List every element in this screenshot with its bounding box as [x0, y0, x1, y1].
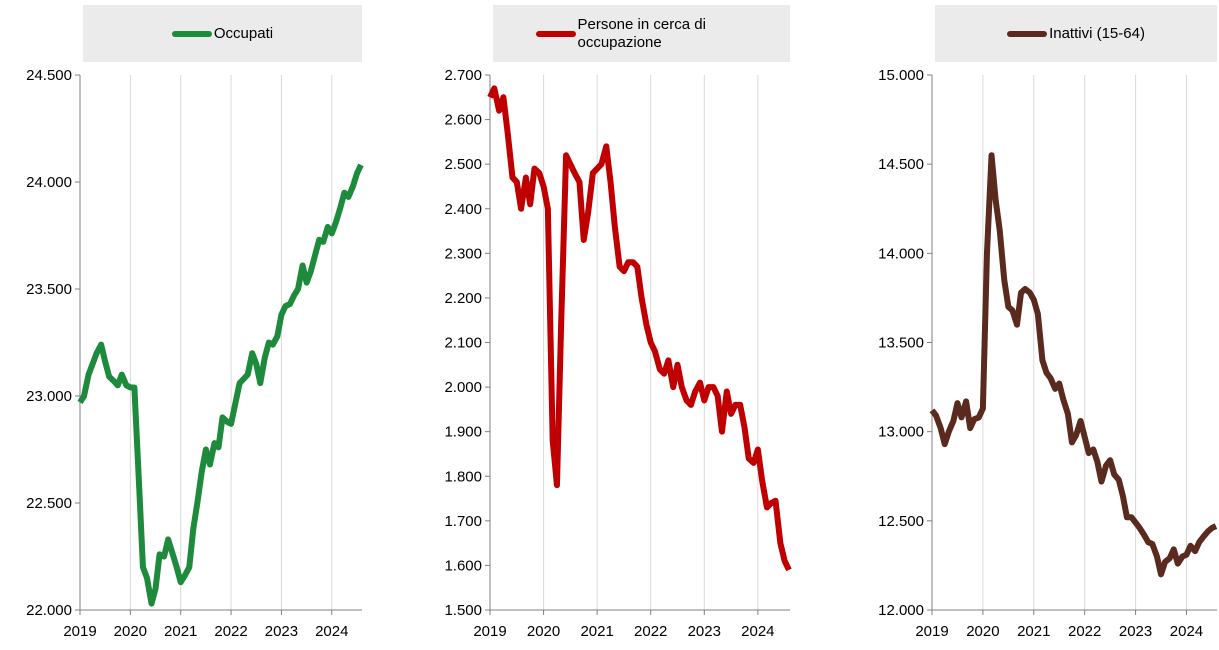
- y-tick-label: 2.100: [444, 335, 482, 352]
- legend-swatch: [535, 30, 576, 37]
- y-tick-label: 2.200: [444, 290, 482, 307]
- x-tick-label: 2021: [580, 623, 613, 640]
- y-tick-label: 14.500: [878, 156, 924, 173]
- legend: Inattivi (15-64): [935, 5, 1217, 62]
- x-tick-label: 2023: [688, 623, 721, 640]
- legend: Persone in cerca di occupazione: [493, 5, 790, 62]
- y-tick-label: 24.000: [26, 174, 72, 191]
- x-tick-label: 2024: [741, 623, 774, 640]
- y-tick-label: 1.500: [444, 602, 482, 619]
- y-tick-label: 1.800: [444, 468, 482, 485]
- plot-area: [80, 75, 362, 610]
- x-tick-label: 2020: [966, 623, 999, 640]
- legend-swatch: [1007, 30, 1048, 37]
- x-tick-label: 2024: [1170, 623, 1203, 640]
- line: [77, 163, 364, 607]
- x-tick-label: 2020: [527, 623, 560, 640]
- line: [929, 152, 1218, 578]
- y-tick-label: 15.000: [878, 67, 924, 84]
- line: [487, 85, 792, 572]
- y-tick-label: 12.500: [878, 513, 924, 530]
- x-tick-label: 2023: [1119, 623, 1152, 640]
- y-tick-label: 14.000: [878, 245, 924, 262]
- y-tick-label: 1.600: [444, 557, 482, 574]
- x-tick-label: 2022: [634, 623, 667, 640]
- x-tick-label: 2019: [915, 623, 948, 640]
- y-tick-label: 2.400: [444, 201, 482, 218]
- legend-swatch: [171, 30, 212, 37]
- y-tick-label: 13.000: [878, 424, 924, 441]
- legend-label: Occupati: [213, 24, 274, 42]
- y-tick-label: 23.500: [26, 281, 72, 298]
- y-tick-label: 13.500: [878, 335, 924, 352]
- x-tick-label: 2023: [265, 623, 298, 640]
- plot-area: [490, 75, 790, 610]
- x-tick-label: 2019: [63, 623, 96, 640]
- y-tick-label: 2.500: [444, 156, 482, 173]
- legend-label: Inattivi (15-64): [1049, 24, 1145, 42]
- y-tick-label: 2.300: [444, 245, 482, 262]
- y-tick-label: 23.000: [26, 388, 72, 405]
- x-tick-label: 2019: [473, 623, 506, 640]
- x-tick-label: 2024: [315, 623, 348, 640]
- x-tick-label: 2021: [1017, 623, 1050, 640]
- y-tick-label: 24.500: [26, 67, 72, 84]
- x-tick-label: 2022: [1068, 623, 1101, 640]
- y-tick-label: 22.000: [26, 602, 72, 619]
- plot-area: [932, 75, 1217, 610]
- legend: Occupati: [83, 5, 362, 62]
- y-tick-label: 1.700: [444, 513, 482, 530]
- y-tick-label: 2.600: [444, 112, 482, 129]
- x-tick-label: 2021: [164, 623, 197, 640]
- y-tick-label: 2.000: [444, 379, 482, 396]
- y-tick-label: 1.900: [444, 424, 482, 441]
- x-tick-label: 2020: [114, 623, 147, 640]
- x-tick-label: 2022: [214, 623, 247, 640]
- legend-label: Persone in cerca di occupazione: [577, 15, 706, 51]
- y-tick-label: 12.000: [878, 602, 924, 619]
- y-tick-label: 22.500: [26, 495, 72, 512]
- y-tick-label: 2.700: [444, 67, 482, 84]
